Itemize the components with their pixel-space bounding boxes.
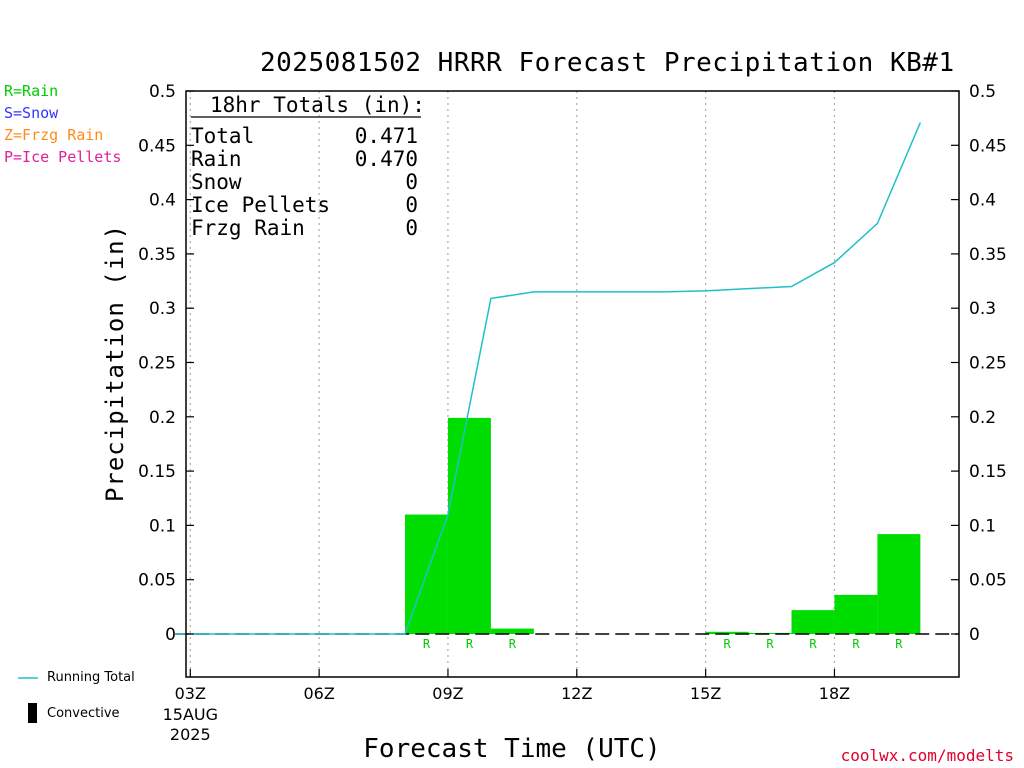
credit-link[interactable]: coolwx.com/modelts [840, 746, 1014, 765]
precip-type-marker: R [423, 637, 431, 651]
y-tick-label-right: 0.3 [969, 299, 996, 319]
running-total-legend-label: Running Total [47, 670, 135, 685]
y-tick-label-left: 0.15 [138, 462, 176, 482]
y-tick-label-left: 0.1 [149, 516, 176, 536]
y-tick-label-right: 0 [969, 625, 980, 645]
type-legend-item: P=Ice Pellets [4, 148, 122, 166]
precip-type-marker: R [895, 637, 903, 651]
x-axis-title: Forecast Time (UTC) [0, 734, 1024, 764]
precip-bar [834, 594, 878, 634]
y-tick-label-left: 0.05 [138, 571, 176, 591]
y-tick-label-right: 0.35 [969, 245, 1007, 265]
totals-row-label: Rain [191, 147, 242, 171]
x-axis-title-text: Forecast Time (UTC) [363, 734, 661, 764]
y-tick-label-left: 0.3 [149, 299, 176, 319]
precip-bar [490, 628, 534, 634]
totals-row-label: Total [191, 124, 254, 148]
type-legend-item: R=Rain [4, 82, 59, 100]
plot-frame [185, 90, 960, 678]
totals-row-label: Ice Pellets [191, 193, 330, 217]
precip-type-marker: R [852, 637, 860, 651]
y-tick-label-left: 0.35 [138, 245, 176, 265]
x-tick-label: 03Z [175, 684, 206, 703]
totals-row-label: Snow [191, 170, 242, 194]
convective-legend-label: Convective [47, 706, 120, 721]
x-tick-label: 06Z [303, 684, 334, 703]
x-tick-sublabel: 15AUG [163, 705, 218, 724]
precip-bar [447, 417, 491, 634]
y-tick-label-left: 0.45 [138, 136, 176, 156]
totals-row-value: 0.470 [355, 147, 418, 171]
precip-bar [791, 610, 835, 634]
precip-bar [877, 534, 921, 634]
y-tick-label-left: 0.5 [149, 82, 176, 102]
y-tick-label-right: 0.25 [969, 354, 1007, 374]
type-legend-item: S=Snow [4, 104, 59, 122]
y-tick-label-right: 0.4 [969, 191, 996, 211]
precip-bar [705, 631, 749, 634]
x-tick-label: 18Z [819, 684, 850, 703]
y-axis-title: Precipitation (in) [101, 224, 129, 502]
y-tick-label-right: 0.05 [969, 571, 1007, 591]
running-total-line [175, 122, 922, 635]
x-tick-label: 12Z [561, 684, 592, 703]
precip-bar [748, 632, 792, 634]
type-legend-item: Z=Frzg Rain [4, 126, 104, 144]
y-tick-label-left: 0.2 [149, 408, 176, 428]
y-tick-label-left: 0.4 [149, 191, 176, 211]
y-tick-label-right: 0.1 [969, 516, 996, 536]
convective-legend-swatch [28, 703, 37, 723]
y-tick-label-left: 0.25 [138, 354, 176, 374]
precip-type-marker: R [723, 637, 731, 651]
precip-type-marker: R [466, 637, 474, 651]
precip-type-marker: R [509, 637, 517, 651]
chart-title: 2025081502 HRRR Forecast Precipitation K… [260, 48, 955, 78]
x-tick-label: 15Z [690, 684, 721, 703]
x-tick-sublabel: 2025 [170, 725, 211, 744]
totals-row-label: Frzg Rain [191, 216, 305, 240]
totals-row-value: 0 [405, 193, 418, 217]
y-tick-label-right: 0.2 [969, 408, 996, 428]
y-tick-label-right: 0.45 [969, 136, 1007, 156]
y-tick-label-right: 0.15 [969, 462, 1007, 482]
x-tick-label: 09Z [432, 684, 463, 703]
precip-type-marker: R [809, 637, 817, 651]
totals-row-value: 0 [405, 216, 418, 240]
totals-header: 18hr Totals (in): [210, 93, 425, 117]
totals-row-value: 0 [405, 170, 418, 194]
y-tick-label-right: 0.5 [969, 82, 996, 102]
y-tick-label-left: 0 [165, 625, 176, 645]
totals-row-value: 0.471 [355, 124, 418, 148]
precip-type-marker: R [766, 637, 774, 651]
